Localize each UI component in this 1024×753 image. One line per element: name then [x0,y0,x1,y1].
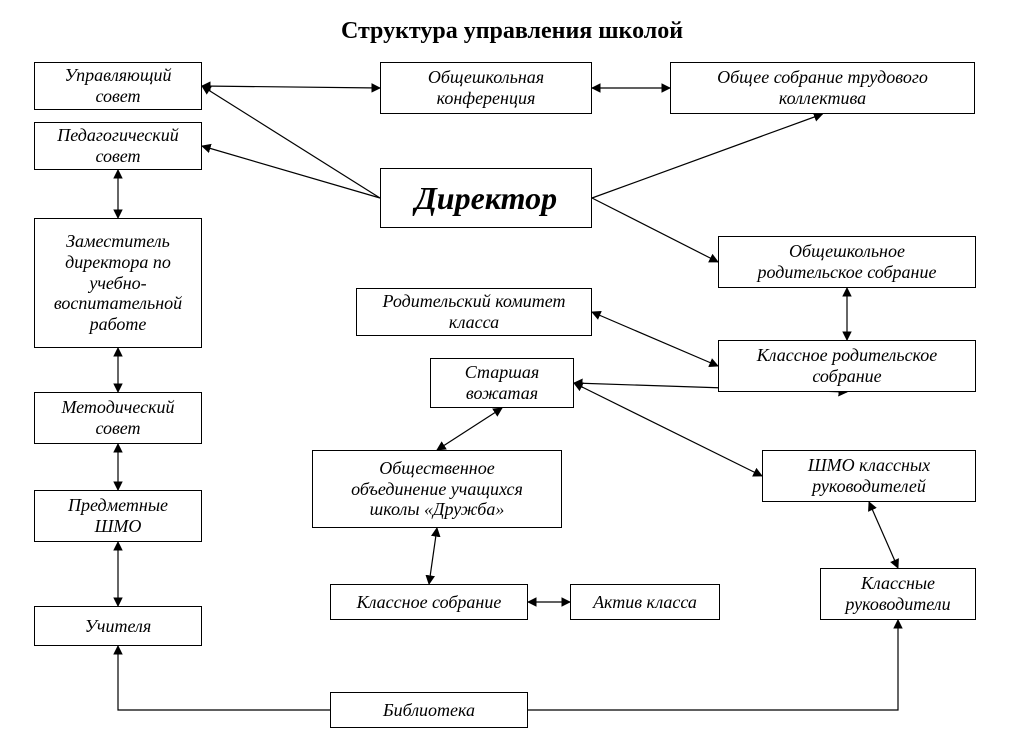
node-label: Библиотека [383,700,475,721]
node-teachers: Учителя [34,606,202,646]
node-label: Общественноеобъединение учащихсяшколы «Д… [351,458,523,520]
node-vozhataya: Старшаявожатая [430,358,574,408]
node-shmo: ШМО классныхруководителей [762,450,976,502]
node-pedagogical: Педагогическийсовет [34,122,202,170]
edge-library-teachers [118,646,330,710]
node-label: ПредметныеШМО [68,495,168,536]
edge-vozhataya-druzhba [437,408,502,450]
edge-governing-conference [202,86,380,88]
node-label: Общешкольноеродительское собрание [758,241,937,282]
node-label: Родительский комитеткласса [383,291,566,332]
node-classparent: Классное родительскоесобрание [718,340,976,392]
node-label: Классныеруководители [845,573,950,614]
node-label: Педагогическийсовет [57,125,178,166]
node-label: Заместительдиректора поучебно-воспитател… [54,231,182,334]
edge-parentclass-classparent [592,312,718,366]
node-label: ШМО классныхруководителей [808,455,930,496]
edge-director-labor [592,114,823,198]
node-parentclass: Родительский комитеткласса [356,288,592,336]
node-conference: Общешкольнаяконференция [380,62,592,114]
node-druzhba: Общественноеобъединение учащихсяшколы «Д… [312,450,562,528]
node-label: Методическийсовет [61,397,174,438]
node-label: Общее собрание трудовогоколлектива [717,67,928,108]
edge-druzhba-classmeet [429,528,437,584]
node-deputy: Заместительдиректора поучебно-воспитател… [34,218,202,348]
node-director: Директор [380,168,592,228]
diagram-title: Структура управления школой [0,18,1024,45]
node-label: Управляющийсовет [65,65,172,106]
diagram-canvas: Структура управления школой Управляющийс… [0,0,1024,753]
node-label: Директор [415,180,557,217]
edge-library-leaders [528,620,898,710]
node-library: Библиотека [330,692,528,728]
node-schoolparent: Общешкольноеродительское собрание [718,236,976,288]
node-label: Общешкольнаяконференция [428,67,544,108]
edge-shmo-leaders [869,502,898,568]
node-label: Старшаявожатая [465,362,539,403]
node-label: Учителя [85,616,151,637]
node-label: Классное родительскоесобрание [757,345,938,386]
edge-pedagogical-director [202,146,380,198]
node-method: Методическийсовет [34,392,202,444]
edge-vozhataya-shmo [574,383,762,476]
node-label: Актив класса [593,592,697,613]
edge-governing-director [202,86,380,198]
node-governing: Управляющийсовет [34,62,202,110]
node-aktiv: Актив класса [570,584,720,620]
edge-director-schoolparent [592,198,718,262]
node-label: Классное собрание [357,592,502,613]
node-labor: Общее собрание трудовогоколлектива [670,62,975,114]
node-leaders: Классныеруководители [820,568,976,620]
node-subject: ПредметныеШМО [34,490,202,542]
node-classmeet: Классное собрание [330,584,528,620]
